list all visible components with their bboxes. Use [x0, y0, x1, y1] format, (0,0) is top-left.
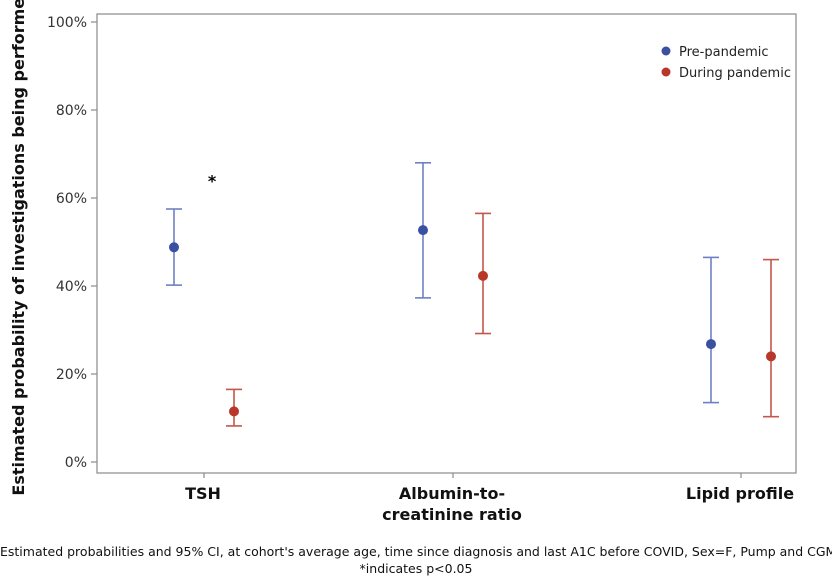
x-category-label: Albumin-to- [399, 484, 505, 503]
y-tick-label: 80% [56, 103, 87, 119]
x-category-label: TSH [185, 484, 221, 503]
estimate-point [706, 339, 716, 350]
significance-mark: * [208, 171, 217, 190]
error-bar-group [166, 208, 182, 286]
caption-line-1: Estimated probabilities and 95% CI, at c… [0, 544, 832, 559]
y-tick-label: 100% [47, 15, 87, 31]
y-tick-label: 60% [56, 191, 87, 207]
y-tick-label: 0% [65, 455, 87, 471]
x-category-label: creatinine ratio [382, 505, 522, 524]
estimate-point [478, 270, 488, 281]
error-bar-group [226, 388, 242, 427]
legend-label: Pre-pandemic [679, 45, 769, 60]
error-bar-group [703, 256, 719, 404]
legend-label: During pandemic [679, 66, 791, 81]
error-bar-group [763, 258, 779, 418]
y-tick-label: 20% [56, 367, 87, 383]
data-marks: * [166, 162, 779, 427]
x-category-label: Lipid profile [686, 484, 794, 503]
plot-frame [96, 13, 797, 474]
error-bar-group [415, 162, 431, 299]
legend-marker [661, 67, 671, 77]
y-tick-label: 40% [56, 279, 87, 295]
estimate-point [418, 225, 428, 236]
legend-marker [661, 46, 671, 56]
caption-line-2: *indicates p<0.05 [359, 561, 473, 576]
estimate-point [229, 406, 239, 417]
estimate-point [169, 242, 179, 253]
axes: 0% 20% 40% 60% 80% 100% TSH Albumin-to-creatini… [47, 13, 797, 524]
y-axis-label: Estimated probability of investigations … [9, 0, 28, 496]
legend: Pre-pandemic During pandemic [661, 45, 791, 81]
estimate-point [766, 351, 776, 362]
error-bar-group [475, 212, 491, 335]
